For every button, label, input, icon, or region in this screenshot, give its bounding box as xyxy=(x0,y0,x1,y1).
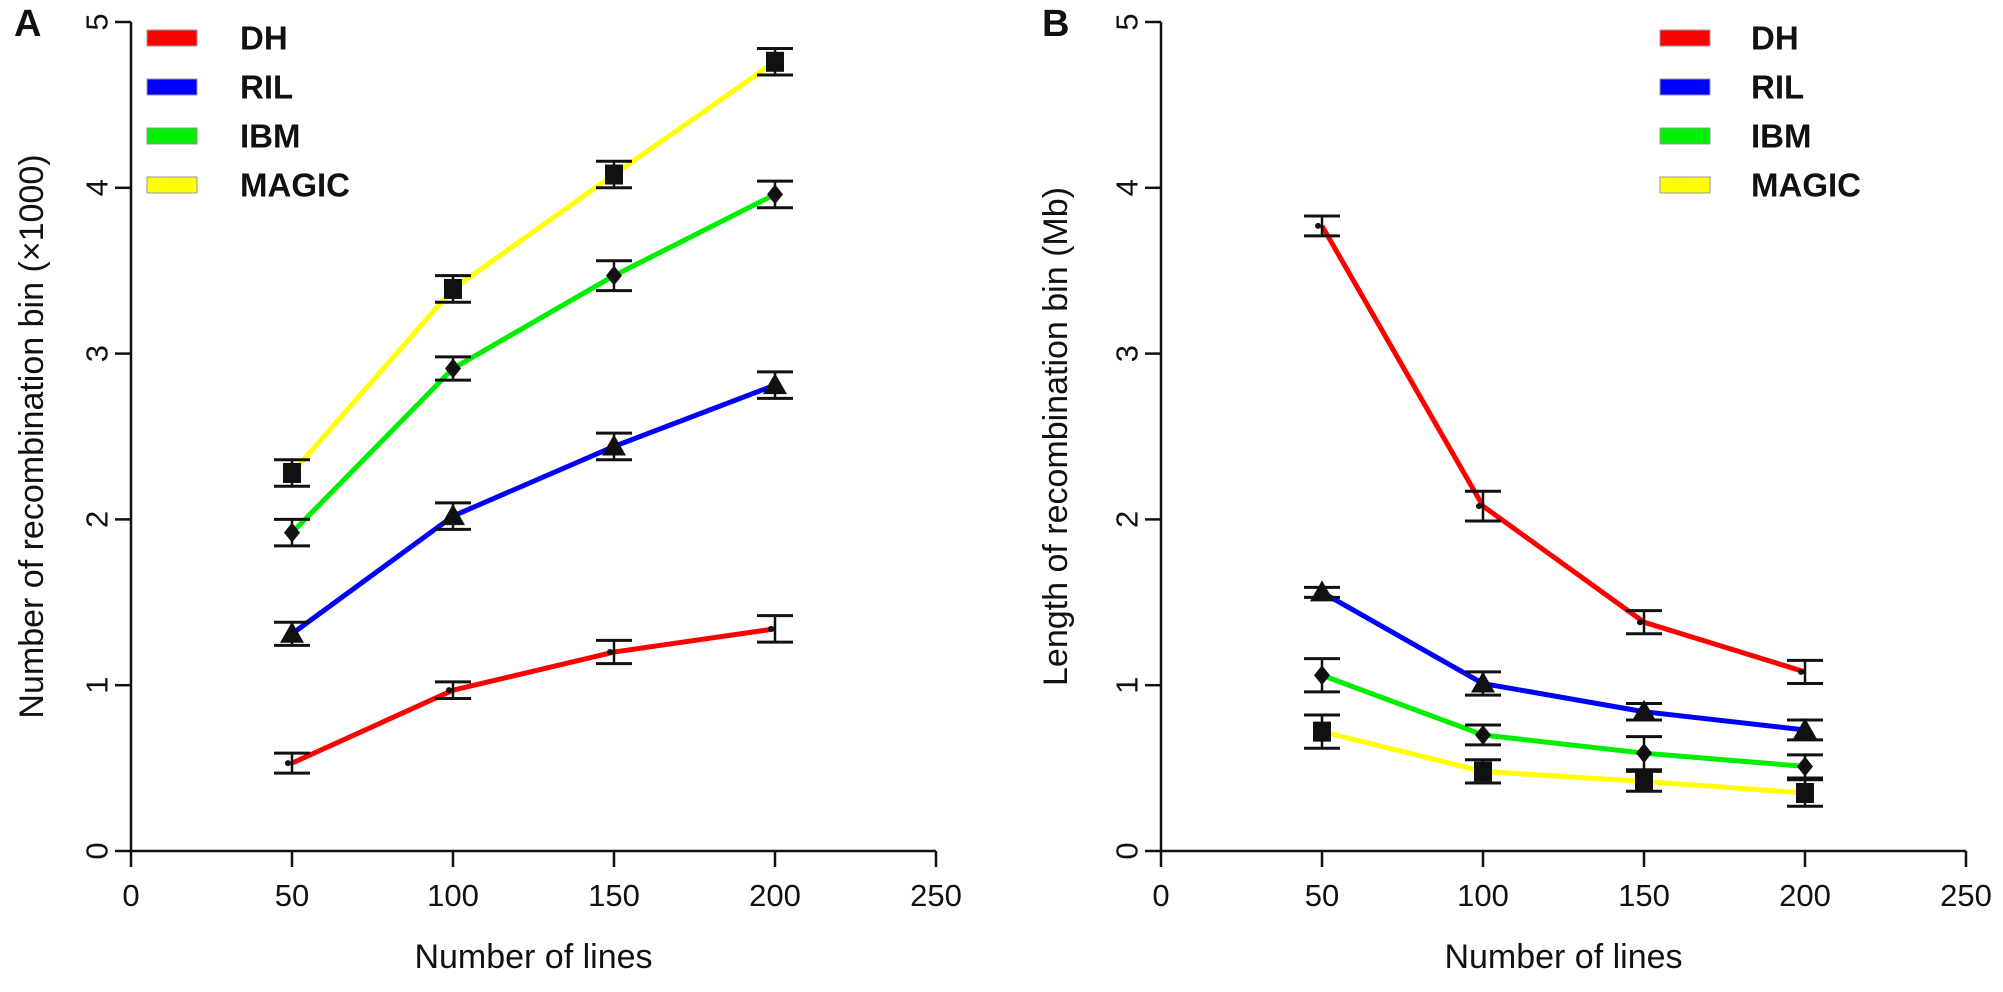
x-tick-label: 50 xyxy=(1305,878,1339,913)
legend-label-magic: MAGIC xyxy=(240,167,350,204)
data-point-dh xyxy=(446,687,452,694)
y-tick-label: 3 xyxy=(80,345,115,362)
data-point-ril xyxy=(1471,671,1495,693)
x-tick-label: 100 xyxy=(427,878,479,913)
legend-swatch-magic xyxy=(146,176,198,194)
data-point-ril xyxy=(1793,717,1817,739)
x-tick-label: 150 xyxy=(1618,878,1670,913)
legend-label-ibm: IBM xyxy=(240,118,301,155)
y-tick-label: 4 xyxy=(80,179,115,196)
legend-label-ibm: IBM xyxy=(1751,118,1812,155)
legend-swatch-ibm xyxy=(146,127,198,145)
series-line-ibm xyxy=(1321,672,1806,769)
x-tick-label: 150 xyxy=(588,878,640,913)
data-point-magic xyxy=(1635,771,1653,792)
y-axis-label: Number of recombination bin (×1000) xyxy=(13,154,51,718)
data-point-ibm xyxy=(1314,665,1330,686)
data-point-dh xyxy=(285,760,291,767)
x-axis-label: Number of lines xyxy=(414,938,652,976)
series-line-magic xyxy=(1321,729,1806,796)
x-tick-label: 200 xyxy=(749,878,801,913)
data-point-magic xyxy=(1313,721,1331,742)
data-point-magic xyxy=(283,462,301,483)
data-point-magic xyxy=(1796,782,1814,803)
series-line-ril xyxy=(1320,590,1806,733)
y-tick-label: 0 xyxy=(1110,842,1145,859)
data-point-dh xyxy=(1798,668,1804,675)
data-point-ril xyxy=(441,504,465,526)
panel-letter: B xyxy=(1042,3,1069,45)
data-point-dh xyxy=(1315,222,1321,229)
data-point-ril xyxy=(280,621,304,643)
legend-swatch-dh xyxy=(146,29,198,47)
data-point-magic xyxy=(444,278,462,299)
y-tick-label: 2 xyxy=(80,511,115,528)
x-tick-label: 0 xyxy=(1152,878,1169,913)
legend-label-dh: DH xyxy=(1751,20,1799,57)
data-point-ril xyxy=(1310,580,1334,602)
legend-label-dh: DH xyxy=(240,20,288,57)
data-point-dh xyxy=(768,625,774,632)
series-line-dh xyxy=(290,626,776,766)
y-tick-label: 4 xyxy=(1110,179,1145,196)
data-point-ril xyxy=(602,434,626,456)
data-point-ibm xyxy=(445,358,461,379)
data-point-magic xyxy=(766,51,784,72)
legend-swatch-magic xyxy=(1659,176,1711,194)
x-tick-label: 200 xyxy=(1779,878,1831,913)
y-tick-label: 5 xyxy=(80,13,115,30)
legend-swatch-ril xyxy=(1659,78,1711,96)
data-point-ibm xyxy=(1636,743,1652,764)
series-line-ril xyxy=(290,382,776,636)
data-point-magic xyxy=(1474,761,1492,782)
y-tick-label: 5 xyxy=(1110,13,1145,30)
legend-label-ril: RIL xyxy=(1751,69,1804,106)
data-point-ibm xyxy=(1797,756,1813,777)
series-line-dh xyxy=(1319,224,1806,675)
y-tick-label: 2 xyxy=(1110,511,1145,528)
x-tick-label: 250 xyxy=(1940,878,1992,913)
x-tick-label: 50 xyxy=(275,878,309,913)
data-point-dh xyxy=(1476,503,1482,510)
y-tick-label: 0 xyxy=(80,842,115,859)
legend-label-magic: MAGIC xyxy=(1751,167,1861,204)
x-axis-label: Number of lines xyxy=(1444,938,1682,976)
x-tick-label: 0 xyxy=(122,878,139,913)
data-point-ril xyxy=(763,373,787,395)
data-point-ril xyxy=(1632,699,1656,721)
data-point-dh xyxy=(1637,619,1643,626)
y-tick-label: 3 xyxy=(1110,345,1145,362)
data-point-ibm xyxy=(767,184,783,205)
data-point-dh xyxy=(607,649,613,656)
series-line-magic xyxy=(290,59,777,475)
data-point-ibm xyxy=(606,265,622,286)
data-point-ibm xyxy=(284,522,300,543)
x-tick-label: 100 xyxy=(1457,878,1509,913)
y-axis-label: Length of recombination bin (Mb) xyxy=(1037,187,1075,686)
data-point-ibm xyxy=(1475,724,1491,745)
y-tick-label: 1 xyxy=(80,677,115,694)
legend-label-ril: RIL xyxy=(240,69,293,106)
series-line-ibm xyxy=(290,192,777,535)
panel-letter: A xyxy=(14,3,41,45)
legend-swatch-dh xyxy=(1659,29,1711,47)
data-point-magic xyxy=(605,164,623,185)
x-tick-label: 250 xyxy=(910,878,962,913)
y-tick-label: 1 xyxy=(1110,677,1145,694)
legend-swatch-ibm xyxy=(1659,127,1711,145)
legend-swatch-ril xyxy=(146,78,198,96)
